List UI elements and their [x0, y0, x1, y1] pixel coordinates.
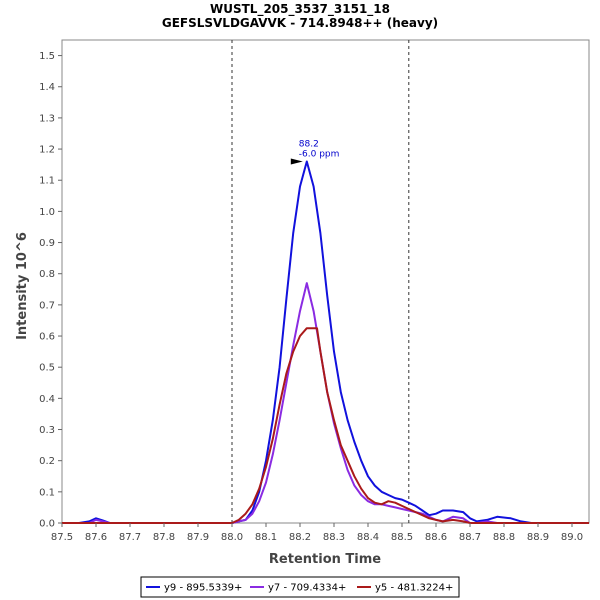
- x-tick-label: 87.8: [153, 532, 175, 543]
- x-tick-label: 88.9: [527, 532, 549, 543]
- plot-frame: [61, 39, 590, 524]
- x-tick-label: 88.0: [221, 532, 243, 543]
- legend-box: [140, 576, 460, 598]
- y-tick-label: 0.7: [39, 300, 55, 311]
- chart-subtitle: GEFSLSVLDGAVVK - 714.8948++ (heavy): [162, 16, 438, 30]
- x-tick-label: 88.2: [289, 532, 311, 543]
- x-tick-label: 88.6: [425, 532, 447, 543]
- y-tick-label: 0.3: [39, 425, 55, 436]
- x-axis-label: Retention Time: [269, 552, 381, 567]
- peak-rt-label: 88.2: [299, 140, 319, 150]
- axes: 87.5 87.6 87.7 87.8 87.9 88.0 88.1 88.2 88.3 88.4…: [39, 51, 583, 543]
- legend-label: y7 - 709.4334+: [268, 583, 346, 594]
- legend-label: y9 - 895.5339+: [164, 583, 242, 594]
- peak-marker-icon: [290, 158, 303, 165]
- y-tick-label: 1.4: [39, 82, 55, 93]
- y-tick-label: 0.8: [39, 269, 55, 280]
- x-tick-label: 88.4: [357, 532, 379, 543]
- y-tick-label: 1.2: [39, 145, 55, 156]
- plot-area: [61, 39, 590, 524]
- y-tick-label: 0.1: [39, 487, 55, 498]
- y-tick-label: 1.5: [39, 51, 55, 62]
- x-tick-label: 87.9: [187, 532, 209, 543]
- y-axis-label: Intensity 10^6: [15, 232, 30, 340]
- x-tick-label: 88.5: [391, 532, 413, 543]
- y-tick-label: 0.4: [39, 394, 55, 405]
- x-tick-label: 89.0: [561, 532, 583, 543]
- peak-ppm-label: -6.0 ppm: [299, 150, 340, 160]
- y-tick-label: 1.3: [39, 113, 55, 124]
- x-tick-label: 88.1: [255, 532, 277, 543]
- x-tick-label: 87.6: [85, 532, 107, 543]
- y-tick-label: 0.5: [39, 363, 55, 374]
- y-tick-label: 1.0: [39, 207, 55, 218]
- series-line-y5: [62, 327, 589, 524]
- y-tick-label: 0.9: [39, 238, 55, 249]
- x-tick-label: 87.7: [119, 532, 141, 543]
- y-tick-label: 1.1: [39, 176, 55, 187]
- legend: y9 - 895.5339+ y7 - 709.4334+ y5 - 481.322…: [140, 576, 460, 598]
- y-tick-label: 0.0: [39, 519, 55, 530]
- x-tick-label: 88.8: [493, 532, 515, 543]
- y-tick-label: 0.6: [39, 332, 55, 343]
- y-tick-label: 0.2: [39, 456, 55, 467]
- x-tick-label: 88.3: [323, 532, 345, 543]
- x-tick-label: 87.5: [51, 532, 73, 543]
- x-tick-label: 88.7: [459, 532, 481, 543]
- peak-annotation: 88.2 -6.0 ppm: [290, 140, 340, 165]
- chart-title: WUSTL_205_3537_3151_18: [210, 2, 390, 17]
- legend-label: y5 - 481.3224+: [375, 583, 453, 594]
